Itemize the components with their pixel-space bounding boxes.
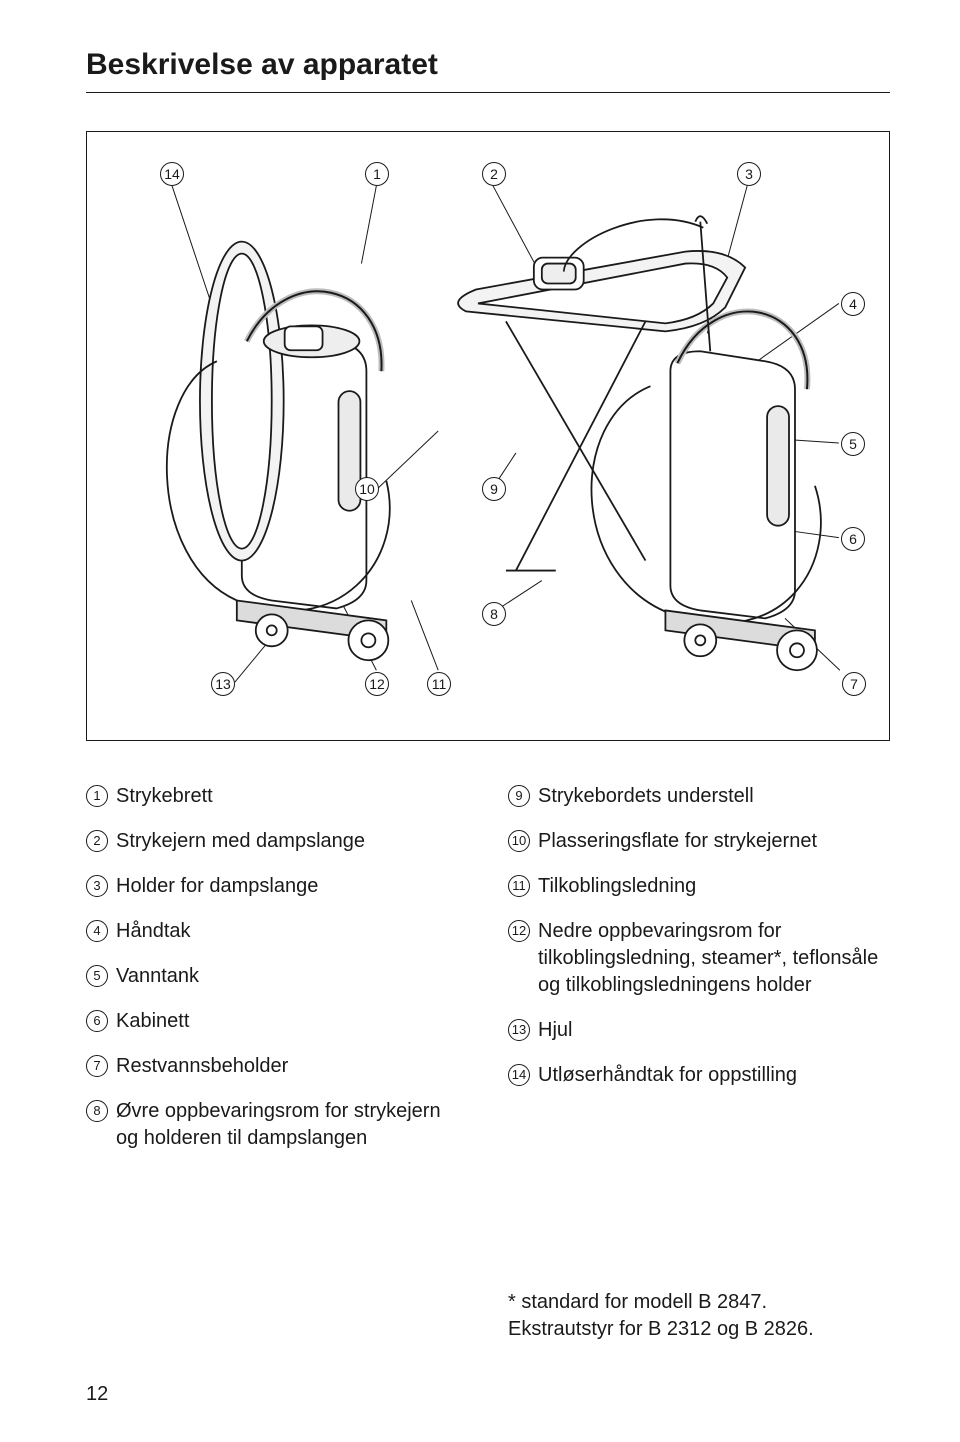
legend-item: 2 Strykejern med dampslange xyxy=(86,828,468,855)
legend-item: 6 Kabinett xyxy=(86,1008,468,1035)
legend-number: 8 xyxy=(86,1100,108,1122)
legend-item: 14 Utløserhåndtak for oppstilling xyxy=(508,1062,890,1089)
diagram-box: 1412345109681312117 xyxy=(86,131,890,741)
diagram-callout: 2 xyxy=(482,162,506,186)
legend-text: Vanntank xyxy=(116,963,199,990)
legend-item: 1 Strykebrett xyxy=(86,783,468,810)
legend-right: 9 Strykebordets understell 10 Plasseringsfl… xyxy=(508,783,890,1089)
legend-item: 4 Håndtak xyxy=(86,918,468,945)
legend-item: 13 Hjul xyxy=(508,1017,890,1044)
legend-text: Tilkoblingsledning xyxy=(538,873,696,900)
legend-text: Strykebrett xyxy=(116,783,213,810)
page-title: Beskrivelse av apparatet xyxy=(86,48,890,82)
legend-number: 13 xyxy=(508,1019,530,1041)
diagram-callout: 6 xyxy=(841,527,865,551)
legend-text: Utløserhåndtak for oppstilling xyxy=(538,1062,797,1089)
legend-number: 5 xyxy=(86,965,108,987)
diagram-callout: 10 xyxy=(355,477,379,501)
legend-left: 1 Strykebrett 2 Strykejern med dampslange 3H… xyxy=(86,783,468,1152)
legend-number: 1 xyxy=(86,785,108,807)
diagram-callout: 12 xyxy=(365,672,389,696)
diagram-callout: 7 xyxy=(842,672,866,696)
legend-columns: 1Strykebrett2Strykejern med dampslange3H… xyxy=(86,783,890,1343)
diagram-callout: 1 xyxy=(365,162,389,186)
diagram-callout: 3 xyxy=(737,162,761,186)
legend-item: 10 Plasseringsflate for strykejernet xyxy=(508,828,890,855)
diagram-callout: 5 xyxy=(841,432,865,456)
footnote-line1: * standard for modell B 2847. xyxy=(508,1291,767,1313)
diagram-callout: 14 xyxy=(160,162,184,186)
legend-text: Hjul xyxy=(538,1017,572,1044)
legend-item: 3 Holder for dampslange xyxy=(86,873,468,900)
legend-number: 2 xyxy=(86,830,108,852)
legend-number: 7 xyxy=(86,1055,108,1077)
legend-item: 8 Øvre oppbevaringsrom for strykejern og … xyxy=(86,1098,468,1152)
legend-number: 10 xyxy=(508,830,530,852)
appliance-diagram xyxy=(87,132,889,740)
legend-text: Strykejern med dampslange xyxy=(116,828,365,855)
diagram-callout: 4 xyxy=(841,292,865,316)
page-number: 12 xyxy=(86,1383,108,1406)
legend-number: 3 xyxy=(86,875,108,897)
diagram-callout: 9 xyxy=(482,477,506,501)
legend-number: 14 xyxy=(508,1064,530,1086)
legend-text: Restvannsbeholder xyxy=(116,1053,288,1080)
legend-number: 11 xyxy=(508,875,530,897)
legend-number: 12 xyxy=(508,920,530,942)
legend-text: Strykebordets understell xyxy=(538,783,754,810)
diagram-callout: 11 xyxy=(427,672,451,696)
legend-item: 12 Nedre oppbevaringsrom for tilkoblingsl… xyxy=(508,918,890,999)
legend-item: 9 Strykebordets understell xyxy=(508,783,890,810)
legend-text: Håndtak xyxy=(116,918,191,945)
diagram-callout: 13 xyxy=(211,672,235,696)
legend-text: Øvre oppbevaringsrom for strykejern og h… xyxy=(116,1098,468,1152)
title-rule xyxy=(86,92,890,93)
legend-item: 11 Tilkoblingsledning xyxy=(508,873,890,900)
legend-item: 5 Vanntank xyxy=(86,963,468,990)
legend-number: 6 xyxy=(86,1010,108,1032)
legend-text: Holder for dampslange xyxy=(116,873,318,900)
diagram-callout: 8 xyxy=(482,602,506,626)
legend-number: 4 xyxy=(86,920,108,942)
footnote: * standard for modell B 2847. Ekstrautst… xyxy=(508,1289,890,1343)
footnote-line2: Ekstrautstyr for B 2312 og B 2826. xyxy=(508,1318,814,1340)
legend-text: Plasseringsflate for strykejernet xyxy=(538,828,817,855)
legend-number: 9 xyxy=(508,785,530,807)
legend-text: Kabinett xyxy=(116,1008,189,1035)
legend-item: 7 Restvannsbeholder xyxy=(86,1053,468,1080)
legend-text: Nedre oppbevaringsrom for tilkoblingsled… xyxy=(538,918,890,999)
